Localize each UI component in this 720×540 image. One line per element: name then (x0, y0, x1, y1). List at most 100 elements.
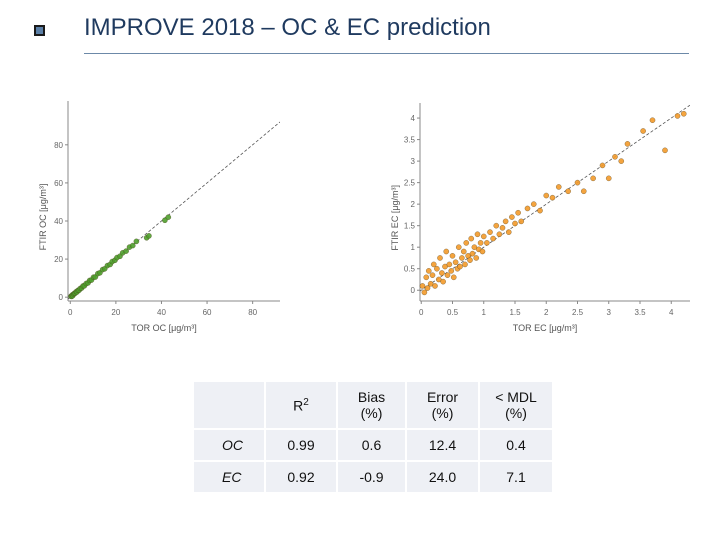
data-point (421, 289, 428, 296)
x-tick-label: 3.5 (634, 308, 646, 317)
data-point (461, 248, 467, 255)
data-point (456, 244, 462, 250)
y-tick-label: 4 (411, 114, 416, 123)
stats-header-bias: Bias (%) (336, 380, 407, 430)
data-point (437, 255, 443, 261)
title-underline (84, 53, 689, 54)
data-point (481, 233, 487, 240)
data-point (448, 268, 455, 274)
data-point (439, 270, 445, 276)
x-tick-label: 4 (669, 308, 674, 317)
x-tick-label: 3 (607, 308, 612, 317)
data-point (436, 276, 442, 283)
data-point (457, 263, 463, 270)
data-point (499, 225, 506, 231)
row-label: OC (192, 428, 266, 462)
stats-header-row: R2 Bias (%) Error (%) < MDL (%) (192, 380, 554, 430)
data-point (463, 240, 470, 246)
r2-value: 0.99 (264, 428, 338, 462)
y-tick-label: 3.5 (404, 136, 416, 145)
y-tick-label: 2 (411, 200, 416, 209)
data-point (452, 259, 459, 266)
error-value: 12.4 (405, 428, 480, 462)
y-tick-label: 20 (54, 255, 63, 264)
slide-title: IMPROVE 2018 – OC & EC prediction (84, 14, 491, 41)
y-tick-label: 0 (411, 286, 416, 295)
y-tick-label: 40 (54, 217, 63, 226)
y-tick-label: 1.5 (404, 222, 416, 231)
data-point (505, 229, 512, 235)
data-point (605, 175, 612, 182)
data-point (565, 188, 571, 194)
data-point (449, 253, 456, 259)
data-point (518, 218, 524, 225)
x-tick-label: 0 (68, 308, 73, 317)
data-point (468, 235, 475, 242)
x-tick-label: 40 (157, 308, 166, 317)
mdl-line1: < MDL (495, 389, 537, 405)
data-point (484, 240, 490, 246)
data-point (446, 261, 453, 268)
stats-header-error: Error (%) (405, 380, 480, 430)
r2-base: R (293, 397, 304, 414)
x-tick-label: 80 (248, 308, 257, 317)
data-point (146, 233, 152, 239)
data-point (487, 229, 493, 235)
data-point (524, 205, 531, 212)
y-tick-label: 1 (411, 243, 416, 252)
data-point (424, 285, 431, 291)
data-point (426, 268, 432, 274)
stats-row-ec: EC 0.92 -0.9 24.0 7.1 (192, 460, 554, 494)
x-tick-label: 1 (482, 308, 487, 317)
data-point (612, 154, 618, 160)
bias-value: -0.9 (336, 460, 407, 494)
stats-header-mdl: < MDL (%) (478, 380, 554, 430)
data-point (496, 231, 503, 238)
x-tick-label: 1.5 (509, 308, 521, 317)
data-point (530, 201, 537, 207)
y-tick-label: 80 (54, 141, 63, 150)
stats-row-oc: OC 0.99 0.6 12.4 0.4 (192, 428, 554, 462)
data-point (467, 257, 473, 263)
x-tick-label: 0.5 (447, 308, 459, 317)
y-axis-label: FTIR EC [μg/m³] (390, 185, 400, 251)
error-line2: (%) (431, 405, 454, 421)
x-tick-label: 60 (203, 308, 212, 317)
data-point (662, 147, 668, 154)
data-point (469, 250, 476, 257)
data-point (431, 261, 437, 268)
data-point (618, 158, 624, 164)
data-point (590, 175, 596, 182)
bias-value: 0.6 (336, 428, 407, 462)
y-tick-label: 3 (411, 157, 416, 166)
data-point (493, 222, 500, 229)
data-point (165, 214, 172, 220)
data-point (680, 111, 687, 117)
data-point (474, 231, 481, 238)
data-point (580, 188, 587, 194)
data-point (462, 261, 468, 268)
y-tick-label: 0 (59, 293, 64, 302)
x-tick-label: 2 (544, 308, 549, 317)
data-point (429, 272, 436, 278)
stats-header-blank (192, 380, 266, 430)
data-point (473, 255, 480, 261)
data-point (440, 278, 446, 285)
data-point (477, 240, 484, 246)
data-point (490, 235, 496, 242)
x-axis-label: TOR OC [μg/m³] (131, 323, 197, 333)
x-axis-label: TOR EC [μg/m³] (513, 323, 578, 333)
y-axis-label: FTIR OC [μg/m³] (38, 184, 48, 251)
data-point (515, 210, 521, 216)
data-point (423, 274, 430, 281)
ec-scatter-plot: 0 0.5 1 1.5 2 2.5 3 3.5 4 0 0.5 1 1.5 2 2.5 3 3.5 4 TOR EC… (390, 103, 690, 333)
r2-value: 0.92 (264, 460, 338, 494)
bias-line1: Bias (357, 389, 386, 405)
data-point (555, 184, 562, 190)
data-point (459, 255, 465, 261)
data-point (471, 244, 478, 250)
data-point (574, 179, 581, 186)
data-point (427, 281, 434, 287)
data-point (123, 248, 129, 254)
error-value: 24.0 (405, 460, 480, 494)
